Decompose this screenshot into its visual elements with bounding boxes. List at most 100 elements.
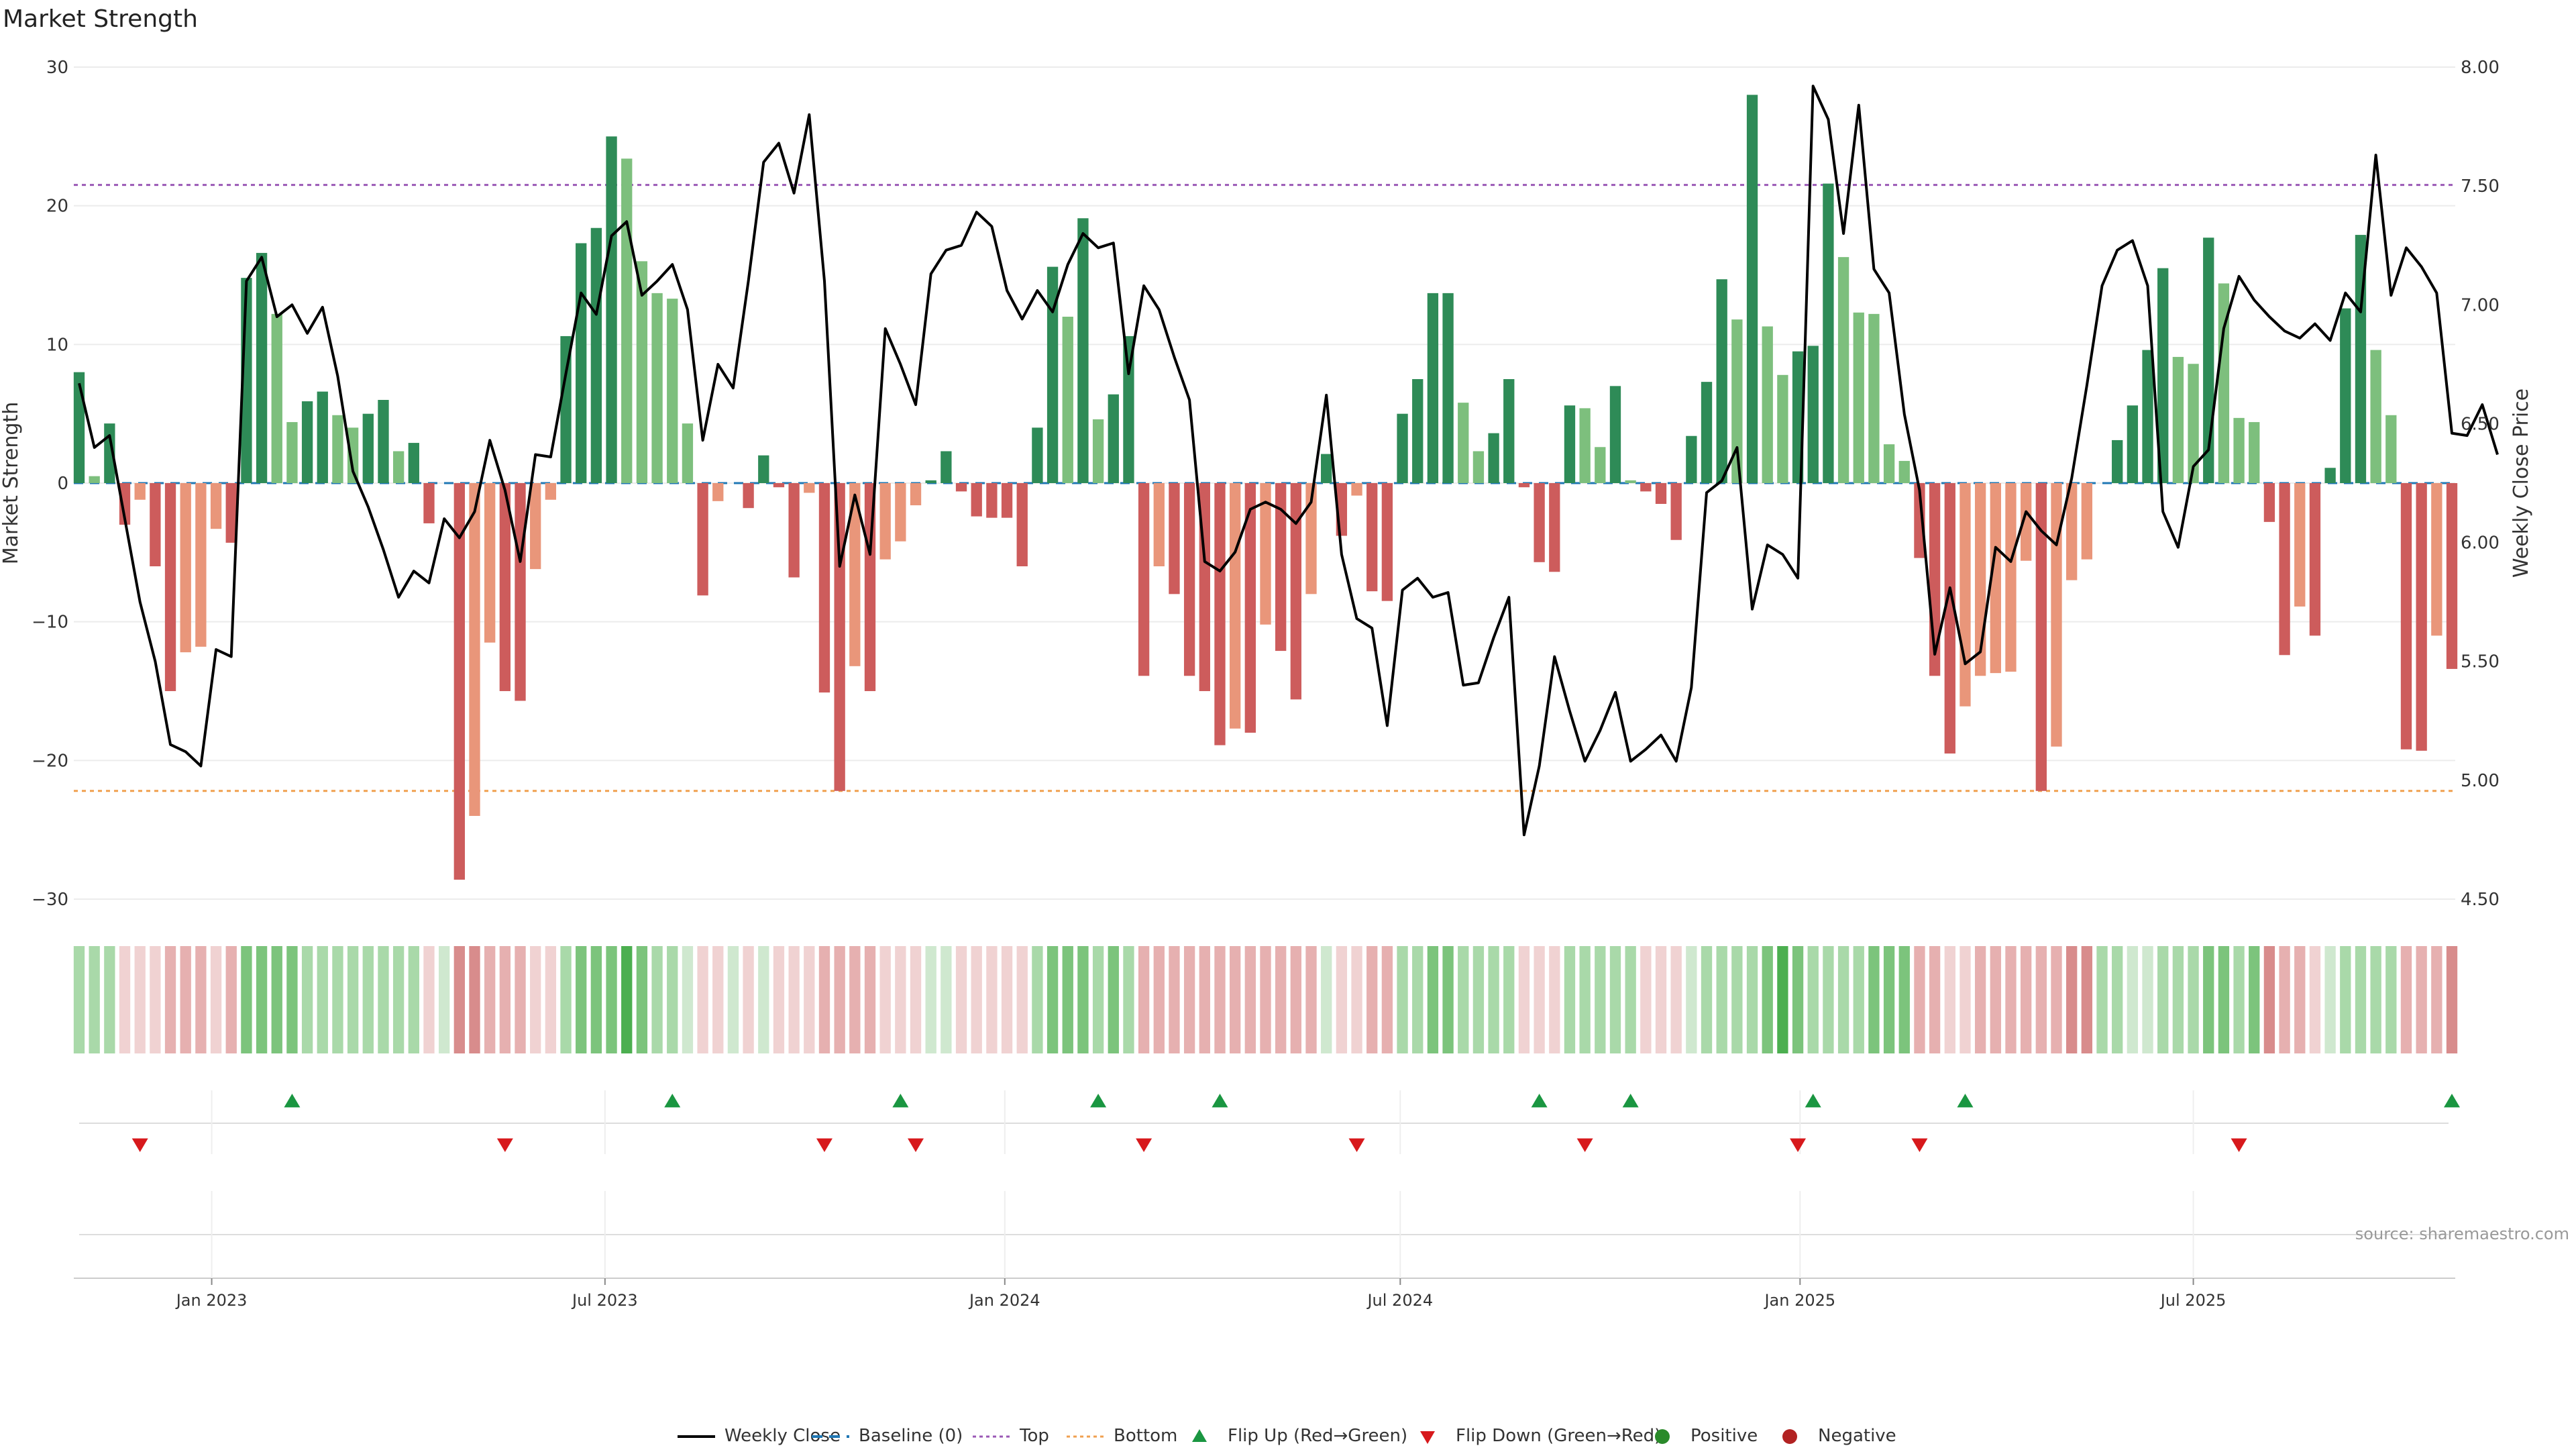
left-axis: −30 −20 −10 0 10 20 30 Market Strength xyxy=(0,58,68,910)
band-cell xyxy=(606,946,617,1053)
band-cell xyxy=(2355,946,2367,1053)
flip-up-marker xyxy=(284,1094,301,1108)
band-cell xyxy=(1625,946,1636,1053)
strength-bar xyxy=(1442,293,1454,483)
band-cell xyxy=(317,946,328,1053)
strength-bar xyxy=(1640,483,1652,492)
legend-swatch xyxy=(1782,1429,1797,1444)
band-cell xyxy=(515,946,526,1053)
legend-label: Flip Down (Green→Red) xyxy=(1456,1426,1661,1446)
band-cell xyxy=(636,946,648,1053)
band-cell xyxy=(2324,946,2336,1053)
strength-bar xyxy=(1807,346,1819,483)
band-cell xyxy=(910,946,922,1053)
band-cell xyxy=(1579,946,1591,1053)
strength-bar xyxy=(2279,483,2290,656)
band-cell xyxy=(1503,946,1515,1053)
band-cell xyxy=(1123,946,1134,1053)
x-tick-label: Jul 2025 xyxy=(2159,1291,2226,1310)
strength-bar xyxy=(1214,483,1226,745)
band-cell xyxy=(2142,946,2153,1053)
band-cell xyxy=(2096,946,2108,1053)
strength-bar xyxy=(955,483,967,492)
strength-bar xyxy=(1503,379,1515,483)
band-cell xyxy=(1458,946,1469,1053)
band-cell xyxy=(1336,946,1348,1053)
band-cell xyxy=(1381,946,1393,1053)
strength-bar xyxy=(1686,435,1697,483)
band-cell xyxy=(941,946,952,1053)
flip-down-marker xyxy=(908,1138,924,1152)
band-cell xyxy=(256,946,268,1053)
band-cell xyxy=(2203,946,2214,1053)
strength-bar xyxy=(2324,468,2336,483)
band-cell xyxy=(1488,946,1499,1053)
strength-bar xyxy=(2157,268,2169,483)
band-cell xyxy=(484,946,496,1053)
band-cell xyxy=(1260,946,1271,1053)
strength-bar xyxy=(849,483,861,666)
band-cell xyxy=(2416,946,2427,1053)
strength-bar xyxy=(697,483,708,596)
strength-bars xyxy=(73,95,2458,880)
band-cell xyxy=(697,946,708,1053)
strength-bar xyxy=(453,483,465,880)
strength-bar xyxy=(1534,483,1545,562)
band-cell xyxy=(195,946,207,1053)
strength-bar xyxy=(879,483,891,560)
legend-label: Negative xyxy=(1818,1426,1896,1446)
strength-bar xyxy=(256,252,268,483)
strength-bar xyxy=(986,483,998,518)
strength-bar xyxy=(1472,451,1485,483)
right-tick-label: 7.50 xyxy=(2461,176,2500,197)
band-cell xyxy=(2112,946,2123,1053)
date-axis: Jan 2023 Jul 2023 Jan 2024 Jul 2024 Jan 2025… xyxy=(175,1278,2226,1310)
band-cell xyxy=(438,946,450,1053)
strength-bar xyxy=(2446,483,2458,669)
strength-bar xyxy=(2294,483,2306,607)
band-cell xyxy=(1823,946,1834,1053)
band-cell xyxy=(1153,946,1165,1053)
band-cell xyxy=(1290,946,1302,1053)
band-cell xyxy=(651,946,663,1053)
strength-bar xyxy=(1670,483,1682,540)
flip-down-marker xyxy=(1576,1138,1593,1152)
band-cell xyxy=(499,946,511,1053)
band-cell xyxy=(758,946,769,1053)
strength-bar xyxy=(2142,350,2153,483)
left-tick-label: 20 xyxy=(46,197,68,217)
strength-bar xyxy=(408,443,419,483)
band-cell xyxy=(1138,946,1150,1053)
legend-item: Flip Up (Red→Green) xyxy=(1192,1426,1407,1446)
band-cell xyxy=(73,946,85,1053)
band-cell xyxy=(1001,946,1013,1053)
strength-bar xyxy=(1412,379,1424,483)
strength-bar xyxy=(1944,483,1955,754)
band-cell xyxy=(576,946,587,1053)
band-cell xyxy=(150,946,161,1053)
strength-bar xyxy=(590,227,602,483)
strength-bar xyxy=(804,483,815,493)
band-cell xyxy=(818,946,830,1053)
strength-bar xyxy=(788,483,800,578)
flip-up-marker xyxy=(892,1094,909,1108)
strength-bar xyxy=(2340,308,2351,483)
strength-bar xyxy=(2233,417,2245,483)
band-cell xyxy=(180,946,191,1053)
band-cell xyxy=(2309,946,2321,1053)
strength-bar xyxy=(1169,483,1180,594)
band-cell xyxy=(1655,946,1667,1053)
band-cell xyxy=(1427,946,1439,1053)
strength-bar xyxy=(2431,483,2443,636)
band-cell xyxy=(1016,946,1028,1053)
strength-bar xyxy=(1183,483,1195,676)
strength-bar xyxy=(2081,483,2093,560)
left-tick-label: 10 xyxy=(46,335,68,355)
strength-bar xyxy=(682,423,694,483)
band-cell xyxy=(2005,946,2017,1053)
strength-bar xyxy=(545,483,557,500)
strength-bar xyxy=(1351,483,1362,496)
band-cell xyxy=(2233,946,2245,1053)
strength-bar xyxy=(1731,319,1743,483)
strength-bar xyxy=(1823,183,1834,483)
